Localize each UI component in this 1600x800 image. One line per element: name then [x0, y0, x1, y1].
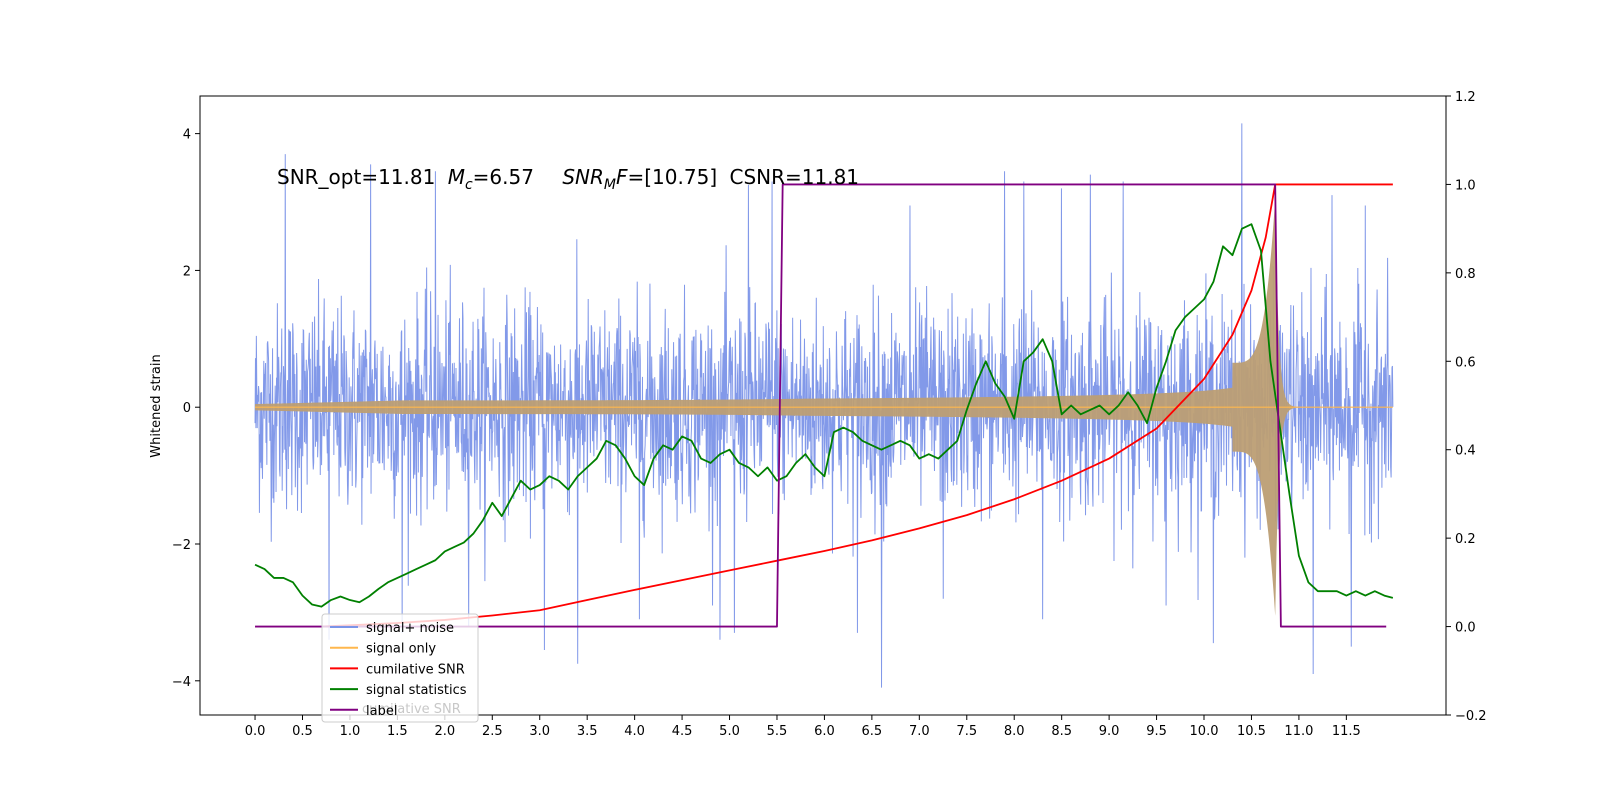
x-tick-label: 3.5	[577, 724, 598, 739]
y-tick-label: −4	[172, 675, 191, 690]
mc-symbol: M	[448, 165, 465, 189]
x-axis: 0.0 0.5 1.0 1.5 2.0 2.5 3.0 3.5 4.0 4.5 5.0 5.5 6.0 6…	[245, 715, 1361, 739]
y-tick-label: 0	[183, 401, 191, 416]
y-tick-label: 2	[183, 264, 191, 279]
y-tick-label: −2	[172, 538, 191, 553]
x-tick-label: 4.0	[624, 724, 645, 739]
y-tick-label: 4	[183, 128, 191, 143]
y2-tick-label: −0.2	[1455, 709, 1487, 724]
label-line	[255, 183, 1387, 628]
signal-statistics-line	[254, 223, 1394, 608]
csnr-text: CSNR=11.81	[729, 165, 859, 189]
x-tick-label: 10.0	[1190, 724, 1219, 739]
plot-area	[254, 123, 1394, 688]
x-tick-label: 0.0	[245, 724, 266, 739]
x-tick-label: 3.0	[529, 724, 550, 739]
x-tick-label: 8.0	[1004, 724, 1025, 739]
right-axis-series	[254, 183, 1394, 628]
y-axis-left: −4 −2 0 2 4	[172, 128, 200, 690]
snr-opt-text: SNR_opt=11.81	[277, 165, 435, 189]
signal-only-series	[255, 198, 1393, 616]
x-tick-label: 7.5	[956, 724, 977, 739]
x-tick-label: 9.0	[1099, 724, 1120, 739]
x-tick-label: 10.5	[1237, 724, 1266, 739]
legend-label: signal statistics	[366, 683, 467, 698]
y-axis-right: −0.2 0.0 0.2 0.4 0.6 0.8 1.0 1.2	[1446, 90, 1487, 724]
x-tick-label: 11.5	[1332, 724, 1361, 739]
x-tick-label: 2.0	[434, 724, 455, 739]
mc-subscript: c	[465, 177, 473, 193]
x-tick-label: 9.5	[1146, 724, 1167, 739]
x-tick-label: 5.0	[719, 724, 740, 739]
snrmf-symbol: SNR	[562, 165, 604, 189]
snrmf-subscript: M	[604, 177, 616, 193]
x-tick-label: 6.5	[862, 724, 883, 739]
x-tick-label: 5.5	[767, 724, 788, 739]
legend-label: label	[366, 704, 397, 719]
snrmf-f: F	[616, 165, 628, 189]
mc-value: =6.57	[473, 165, 534, 189]
x-tick-label: 6.0	[814, 724, 835, 739]
y-axis-label: Whitened strain	[149, 354, 164, 457]
legend-label: signal+ noise	[366, 621, 454, 636]
legend: cumilative SNR signal+ noise signal only c…	[321, 613, 479, 723]
legend-box	[321, 613, 479, 723]
x-tick-label: 1.0	[340, 724, 361, 739]
legend-label: cumilative SNR	[366, 662, 465, 677]
legend-label: signal only	[366, 642, 436, 657]
x-tick-label: 1.5	[387, 724, 408, 739]
y2-tick-label: 0.4	[1455, 444, 1476, 459]
x-tick-label: 8.5	[1051, 724, 1072, 739]
snrmf-value: =[10.75]	[628, 165, 718, 189]
y2-tick-label: 1.0	[1455, 178, 1476, 193]
y2-tick-label: 1.2	[1455, 90, 1476, 105]
x-tick-label: 0.5	[292, 724, 313, 739]
y2-tick-label: 0.6	[1455, 355, 1476, 370]
snr-annotation: SNR_opt=11.81 Mc=6.57 SNRMF=[10.75] CSNR…	[277, 165, 859, 193]
y2-tick-label: 0.8	[1455, 267, 1476, 282]
legend-ghost-text: cumilative SNR	[362, 702, 461, 717]
x-tick-label: 4.5	[672, 724, 693, 739]
axes-frame	[199, 95, 1447, 716]
x-tick-label: 7.0	[909, 724, 930, 739]
y2-tick-label: 0.2	[1455, 532, 1476, 547]
x-tick-label: 11.0	[1284, 724, 1313, 739]
y2-tick-label: 0.0	[1455, 621, 1476, 636]
x-tick-label: 2.5	[482, 724, 503, 739]
